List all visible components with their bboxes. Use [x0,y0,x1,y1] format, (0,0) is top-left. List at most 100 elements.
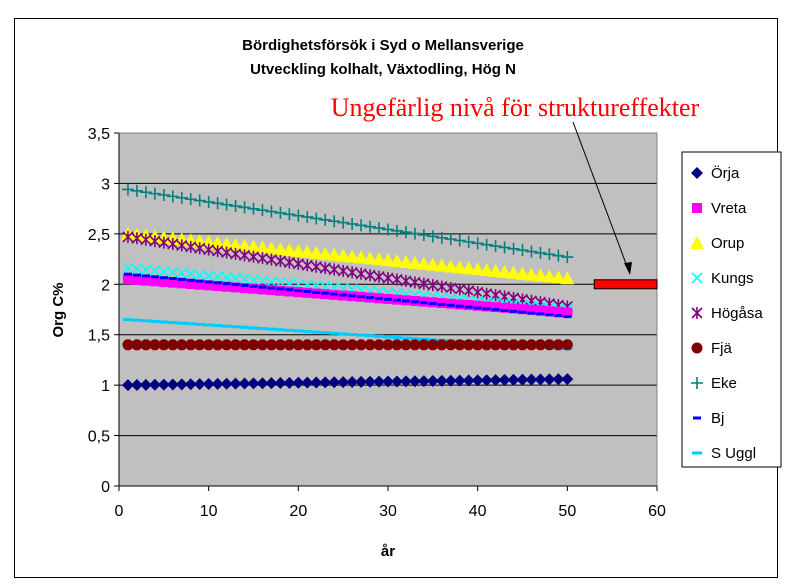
data-point [453,234,466,247]
data-point [158,276,169,287]
data-point [390,224,403,237]
data-point [284,328,295,332]
data-point [355,339,367,351]
legend-swatch [692,451,702,455]
legend-label: S Uggl [711,445,756,462]
data-point [246,239,261,253]
data-point [167,266,179,278]
data-point [445,339,457,351]
data-point [274,255,286,268]
data-point [561,373,574,386]
structure-effect-level-bar [593,279,658,290]
data-point [247,202,260,215]
data-point [382,223,394,236]
data-point [508,339,520,351]
data-point [479,263,494,277]
data-point [525,339,537,351]
data-point [213,281,222,285]
data-point [121,379,134,392]
data-point [383,335,393,339]
data-point [445,298,456,309]
data-point [366,296,375,300]
data-point [247,250,260,263]
data-point [409,276,421,289]
data-point [464,305,473,309]
data-point [193,378,206,391]
data-point [122,274,133,285]
data-point [491,308,500,312]
y-tick-label: 0 [101,479,110,496]
data-point [175,191,188,204]
data-point [167,237,179,250]
chart-subtitle: Utveckling kolhalt, Växtodling, Hög N [250,61,516,78]
data-point [229,377,242,390]
data-point [525,373,538,386]
data-point [543,248,556,261]
data-point [417,228,430,241]
data-point [461,261,476,275]
data-point [176,339,188,351]
data-point [248,326,259,330]
data-point [158,339,170,351]
data-point [435,374,448,387]
data-point [130,379,143,392]
legend-entry: Örja [691,164,740,182]
series-eke [121,183,574,264]
data-point [400,336,411,340]
data-point [201,235,216,249]
legend-swatch [690,236,704,249]
legend-swatch [691,342,703,354]
data-point [490,339,502,351]
data-point [365,334,376,338]
data-point [282,243,297,257]
y-tick-label: 2 [101,277,110,294]
data-point [355,375,368,388]
data-point [228,237,243,251]
data-point [435,231,448,244]
x-tick-label: 0 [115,503,124,520]
data-point [239,325,250,329]
data-point [382,375,394,388]
data-point [302,330,313,334]
legend-entries: Örja Vreta Orup Kungs Högåsa Fjä Eke Bj S Uggl [690,164,763,462]
data-point [166,378,179,391]
data-point [194,242,206,255]
data-point [357,295,366,299]
data-point [381,253,395,267]
data-point [273,242,288,256]
data-point [480,374,493,387]
data-point [265,276,277,288]
data-point [391,335,402,339]
data-point [560,271,575,285]
data-point [157,188,170,201]
data-point [454,339,466,351]
legend-entry: Orup [690,235,744,252]
data-point [265,377,278,390]
data-point [292,339,304,351]
data-point [221,281,232,292]
data-point [389,254,404,268]
data-point [184,193,197,206]
x-tick-label: 30 [379,503,397,520]
data-point [168,277,177,281]
series-högåsa [122,230,573,313]
data-point [499,339,511,351]
data-point [210,235,225,249]
data-point [256,377,269,390]
legend-label: Kungs [711,270,754,287]
data-point [364,375,377,388]
data-point [221,271,233,283]
data-point [283,256,295,269]
data-point [321,291,330,295]
series-örja [121,373,574,392]
data-point [534,373,547,386]
data-point [553,306,564,317]
data-point [292,209,305,222]
data-point [310,376,323,389]
legend-label: Högåsa [711,305,763,322]
data-point [543,373,556,386]
data-point [354,250,369,264]
data-point [336,248,351,262]
data-point [266,285,277,296]
data-point [346,376,359,389]
